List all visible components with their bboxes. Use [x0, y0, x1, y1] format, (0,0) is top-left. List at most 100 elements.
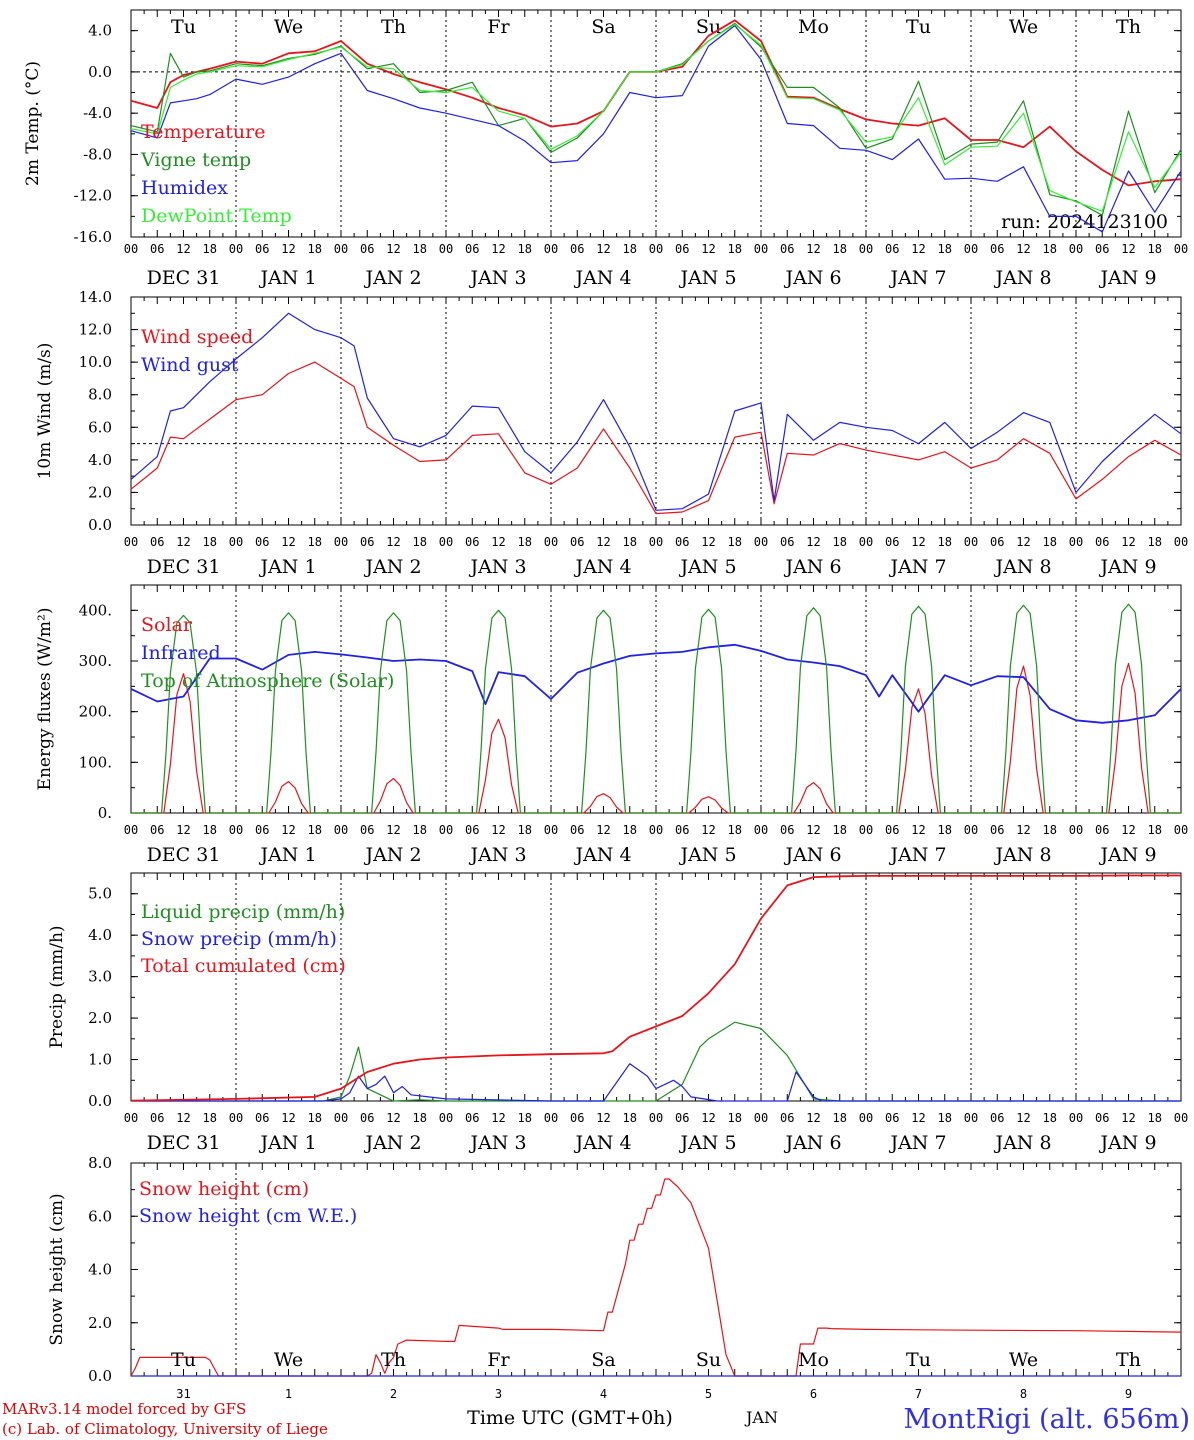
hour-label: 06 [360, 1111, 374, 1125]
hour-label: 00 [754, 535, 768, 549]
legend-entry: Wind speed [141, 326, 253, 348]
date-label: JAN 3 [468, 844, 526, 866]
month-label: JAN [744, 1408, 778, 1427]
date-label: JAN 1 [258, 1132, 316, 1154]
y-tick-label: 4.0 [88, 1261, 112, 1279]
hour-label: 00 [229, 1111, 243, 1125]
legend-entry: Snow height (cm W.E.) [139, 1205, 357, 1227]
weekday-label: Th [381, 1349, 406, 1371]
y-tick-label: 2.0 [88, 1314, 112, 1332]
date-label: JAN 7 [888, 556, 946, 578]
hour-label: 00 [1174, 823, 1188, 837]
weekday-label: Tu [906, 16, 931, 38]
hour-label: 06 [780, 242, 794, 256]
date-label: JAN 5 [678, 844, 736, 866]
hour-label: 18 [623, 535, 637, 549]
series-line [130, 24, 1182, 233]
hour-label: 00 [649, 1111, 663, 1125]
hour-label: 00 [1069, 823, 1083, 837]
series-line [130, 361, 1182, 515]
y-tick-label: 6.0 [88, 418, 112, 436]
hour-label: 00 [124, 242, 138, 256]
hour-label: 00 [964, 535, 978, 549]
legend-entry: Wind gust [141, 354, 239, 376]
hour-label: 18 [203, 242, 217, 256]
y-tick-label: -4.0 [83, 104, 112, 122]
date-label: DEC 31 [147, 1132, 221, 1154]
hour-label: 12 [1016, 823, 1030, 837]
hour-label: 06 [885, 242, 899, 256]
hour-label: 12 [386, 242, 400, 256]
hour-label: 12 [911, 1111, 925, 1125]
y-tick-label: 6.0 [88, 1207, 112, 1225]
hour-label: 18 [833, 535, 847, 549]
hour-label: 12 [386, 823, 400, 837]
hour-label: 06 [360, 535, 374, 549]
hour-label: 18 [518, 823, 532, 837]
hour-label: 12 [491, 823, 505, 837]
y-axis-label: 10m Wind (m/s) [35, 343, 55, 480]
hour-label: 06 [885, 535, 899, 549]
hour-label: 18 [308, 1111, 322, 1125]
y-tick-label: 0.0 [88, 1092, 112, 1110]
date-label: JAN 9 [1098, 1132, 1156, 1154]
hour-label: 00 [544, 823, 558, 837]
weekday-label: We [274, 1349, 303, 1371]
hour-label: 12 [176, 1111, 190, 1125]
hour-label: 12 [281, 535, 295, 549]
hour-label: 00 [649, 823, 663, 837]
date-label: JAN 1 [258, 267, 316, 289]
y-axis-label: Precip (mm/h) [47, 925, 67, 1048]
hour-label: 00 [754, 242, 768, 256]
hour-label: 06 [780, 823, 794, 837]
hour-label: 00 [229, 823, 243, 837]
weekday-label: Fr [487, 1349, 510, 1371]
hour-label: 12 [1121, 535, 1135, 549]
hour-label: 00 [1174, 1111, 1188, 1125]
legend-entry: Snow height (cm) [139, 1178, 309, 1200]
legend-entry: Total cumulated (cm) [141, 955, 346, 977]
y-tick-label: 5.0 [88, 885, 112, 903]
hour-label: 06 [255, 535, 269, 549]
weekday-label: Th [381, 16, 406, 38]
series-line [130, 23, 1182, 212]
hour-label: 18 [413, 1111, 427, 1125]
y-tick-label: 200. [79, 703, 112, 721]
hour-label: 18 [1148, 242, 1162, 256]
day-number: 6 [810, 1387, 817, 1401]
hour-label: 06 [360, 823, 374, 837]
hour-label: 06 [150, 1111, 164, 1125]
weekday-label: We [274, 16, 303, 38]
hour-label: 00 [649, 535, 663, 549]
hour-label: 18 [1043, 823, 1057, 837]
hour-label: 06 [990, 1111, 1004, 1125]
hour-label: 18 [728, 1111, 742, 1125]
hour-label: 06 [255, 1111, 269, 1125]
hour-label: 06 [1095, 242, 1109, 256]
hour-label: 12 [806, 242, 820, 256]
y-tick-label: 100. [79, 753, 112, 771]
date-label: JAN 5 [678, 556, 736, 578]
hour-label: 06 [780, 535, 794, 549]
y-tick-label: 8.0 [88, 1154, 112, 1172]
legend-entry: Infrared [141, 642, 221, 664]
legend-entry: Humidex [141, 177, 228, 199]
y-tick-label: -16.0 [74, 228, 112, 246]
hour-label: 06 [255, 823, 269, 837]
hour-label: 12 [911, 823, 925, 837]
hour-label: 06 [150, 823, 164, 837]
hour-label: 06 [465, 1111, 479, 1125]
hour-label: 18 [203, 535, 217, 549]
hour-label: 06 [570, 823, 584, 837]
hour-label: 06 [780, 1111, 794, 1125]
hour-label: 12 [491, 242, 505, 256]
date-label: JAN 9 [1098, 267, 1156, 289]
hour-label: 00 [439, 535, 453, 549]
day-number: 4 [600, 1387, 607, 1401]
date-label: JAN 8 [993, 267, 1051, 289]
hour-label: 06 [885, 823, 899, 837]
date-label: DEC 31 [147, 844, 221, 866]
hour-label: 06 [1095, 535, 1109, 549]
hour-label: 00 [124, 1111, 138, 1125]
